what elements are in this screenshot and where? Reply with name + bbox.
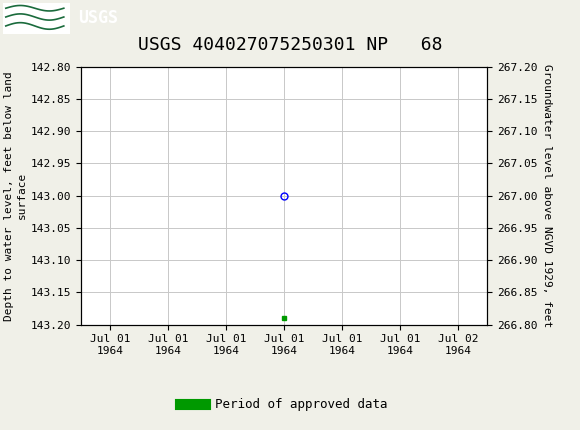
Text: USGS 404027075250301 NP   68: USGS 404027075250301 NP 68 [138,36,442,54]
Legend: Period of approved data: Period of approved data [175,393,393,416]
Y-axis label: Depth to water level, feet below land
surface: Depth to water level, feet below land su… [5,71,27,320]
Y-axis label: Groundwater level above NGVD 1929, feet: Groundwater level above NGVD 1929, feet [542,64,552,327]
Text: USGS: USGS [78,9,118,27]
Bar [3,3,70,34]
